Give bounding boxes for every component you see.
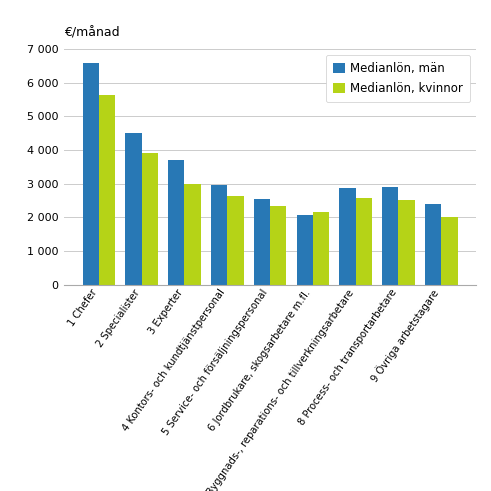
Bar — [211, 185, 227, 285]
Bar — [82, 62, 99, 285]
Bar — [339, 188, 355, 285]
Bar — [125, 133, 141, 285]
Text: €/månad: €/månad — [64, 27, 119, 40]
Bar — [99, 95, 115, 285]
Bar — [254, 199, 270, 285]
Bar — [141, 153, 158, 285]
Legend: Medianlön, män, Medianlön, kvinnor: Medianlön, män, Medianlön, kvinnor — [326, 55, 470, 102]
Bar — [441, 217, 458, 285]
Bar — [399, 200, 415, 285]
Bar — [382, 187, 399, 285]
Bar — [355, 198, 372, 285]
Bar — [425, 204, 441, 285]
Bar — [168, 160, 185, 285]
Bar — [270, 206, 286, 285]
Bar — [313, 212, 329, 285]
Bar — [185, 184, 201, 285]
Bar — [227, 195, 244, 285]
Bar — [297, 215, 313, 285]
